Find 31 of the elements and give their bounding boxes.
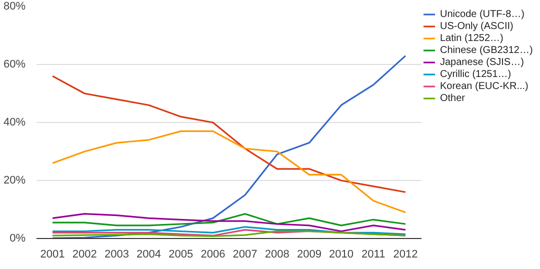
legend-label: US-Only (ASCII) (440, 20, 514, 32)
x-tick-label: 2009 (296, 248, 322, 260)
x-tick-label: 2011 (362, 248, 386, 260)
line-series (52, 213, 406, 232)
line-series (52, 55, 406, 238)
x-tick-label: 2007 (232, 248, 258, 260)
line-series (52, 226, 406, 235)
y-tick-label: 0% (10, 232, 26, 244)
y-tick-label: 20% (3, 174, 26, 186)
line-series (52, 130, 406, 214)
line-series (52, 213, 406, 226)
x-tick-label: 2003 (104, 248, 129, 260)
y-tick-label: 40% (3, 116, 26, 128)
x-tick-label: 2010 (329, 248, 354, 260)
legend-label: Other (440, 92, 466, 104)
x-tick-label: 2012 (393, 248, 418, 260)
legend-label: Japanese (SJIS…) (440, 56, 524, 68)
x-tick-label: 2008 (264, 248, 290, 260)
legend-label: Unicode (UTF-8…) (440, 8, 524, 20)
y-tick-label: 80% (3, 0, 26, 12)
line-series (52, 75, 406, 193)
y-tick-label: 60% (3, 58, 26, 70)
legend-label: Chinese (GB2312…) (440, 44, 533, 56)
x-tick-label: 2005 (168, 248, 194, 260)
x-tick-label: 2002 (72, 248, 97, 260)
legend-label: Cyrillic (1251…) (440, 68, 512, 80)
legend-label: Latin (1252…) (440, 32, 504, 44)
x-tick-label: 2006 (200, 248, 226, 260)
x-tick-label: 2001 (40, 248, 65, 260)
x-tick-label: 2004 (136, 248, 162, 260)
legend-label: Korean (EUC-KR...) (440, 80, 528, 92)
